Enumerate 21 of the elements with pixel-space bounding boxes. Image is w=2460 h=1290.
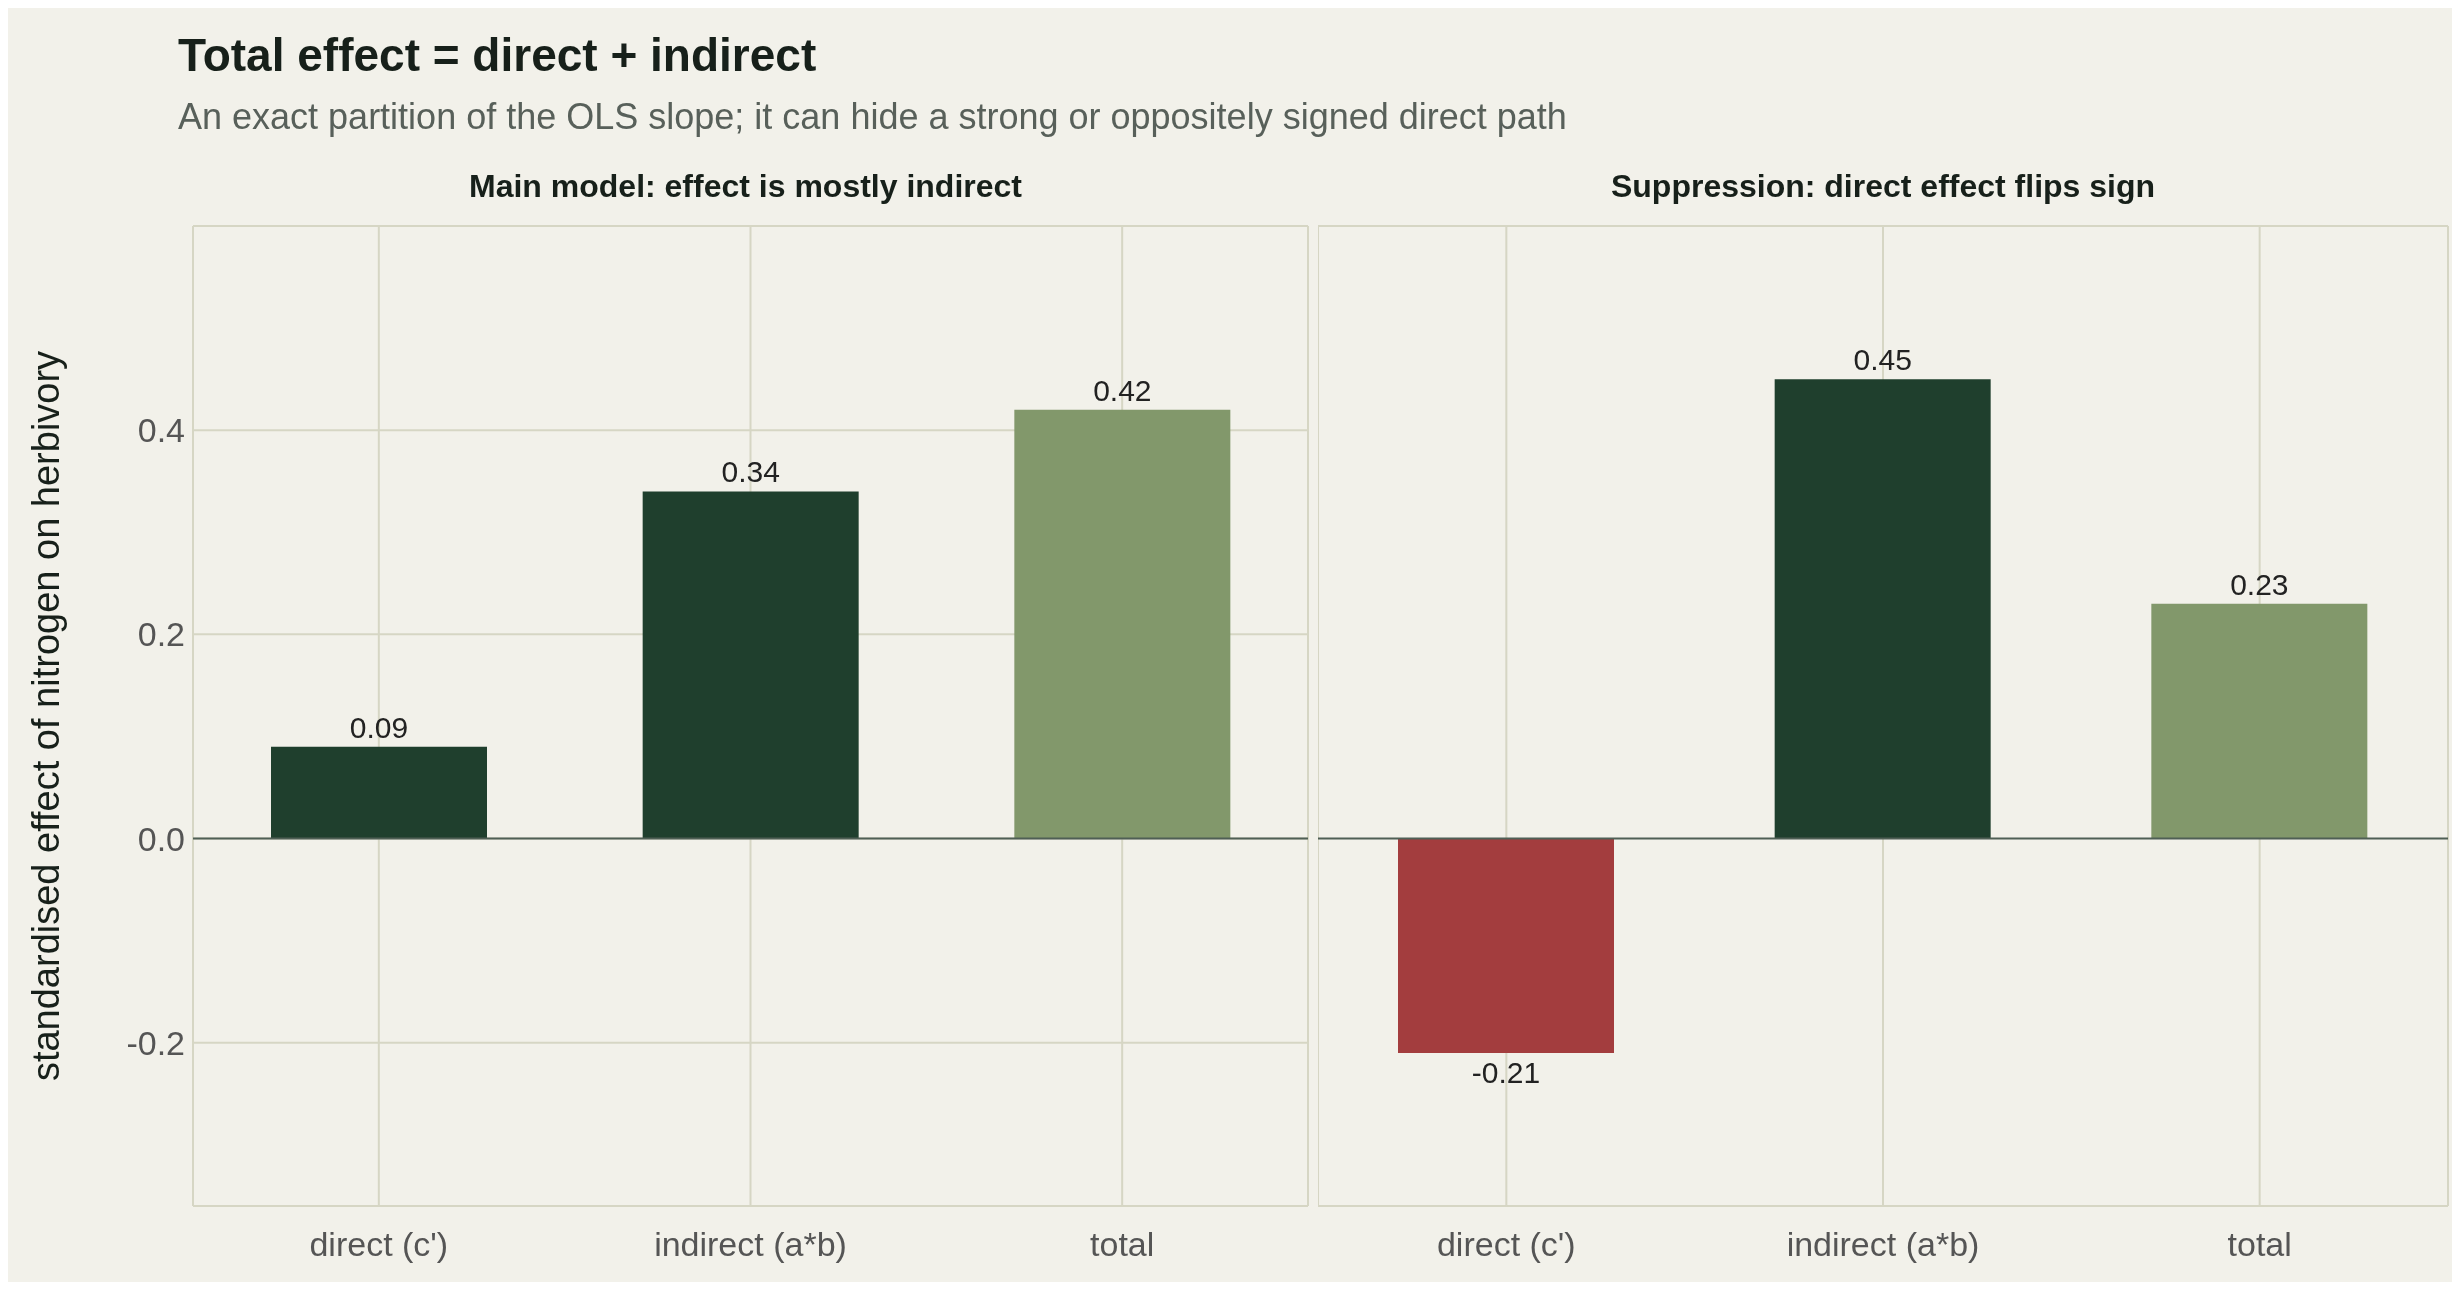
y-tick-label: 0.4 (137, 411, 185, 450)
chart-subtitle: An exact partition of the OLS slope; it can hide a strong or oppositely signed direct path (178, 96, 1568, 138)
text: Main model: effect is mostly indirect (468, 168, 1023, 206)
y-axis-title: standardised effect of nitrogen on herbivory (25, 350, 68, 1082)
chart-title: Total effect = direct + indirect (178, 28, 818, 82)
data-label: 0.23 (2230, 567, 2289, 601)
x-tick-label: indirect (a*b) (654, 1225, 847, 1264)
x-tick-label: total (2227, 1225, 2292, 1264)
y-tick-label: 0.0 (137, 819, 185, 858)
data-label: -0.21 (1471, 1055, 1541, 1089)
x-tick-label: total (1090, 1225, 1155, 1264)
data-label: 0.42 (1093, 373, 1152, 407)
y-tick-label: -0.2 (126, 1023, 185, 1062)
data-label: 0.45 (1853, 343, 1912, 377)
x-tick-label: indirect (a*b) (1786, 1225, 1980, 1264)
x-tick-label: direct (c') (309, 1225, 449, 1264)
x-tick-label: direct (c') (1436, 1225, 1576, 1264)
chart-title: Suppression: direct effect flips sign (1609, 168, 2157, 206)
y-tick-label: 0.2 (137, 615, 185, 654)
data-label: 0.34 (721, 455, 780, 489)
data-label: 0.09 (349, 710, 409, 744)
